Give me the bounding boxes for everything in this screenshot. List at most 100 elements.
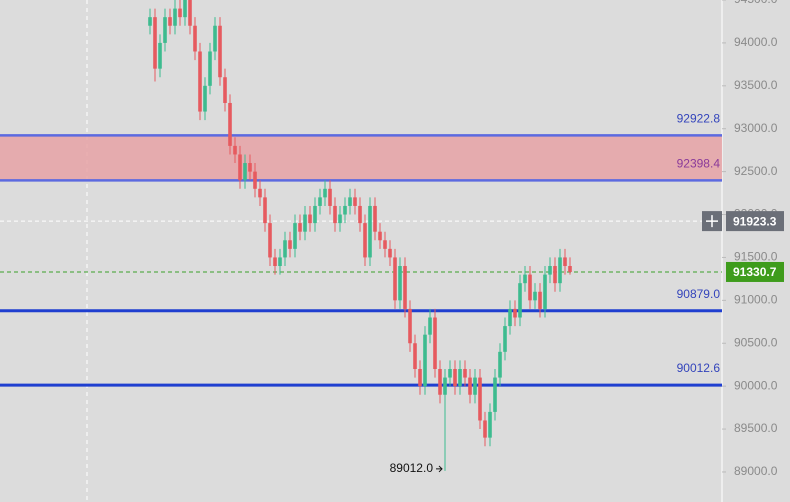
y-tick-label: 91000.0: [734, 293, 778, 307]
candle-body: [443, 377, 447, 395]
candle-body: [518, 283, 522, 318]
candle-body: [483, 420, 487, 438]
candle-body: [568, 266, 572, 272]
candle-body: [433, 317, 437, 369]
candle-body: [563, 257, 567, 267]
candle-body: [448, 368, 452, 378]
candle-body: [173, 8, 177, 26]
y-tick-label: 90000.0: [734, 378, 778, 392]
candle-body: [283, 240, 287, 258]
y-tick-label: 89500.0: [734, 421, 778, 435]
candle-body: [213, 25, 217, 52]
candle-body: [218, 25, 222, 78]
level-label: 90012.6: [677, 361, 721, 375]
y-tick-label: 92500.0: [734, 164, 778, 178]
candle-body: [328, 188, 332, 206]
candle-body: [373, 205, 377, 232]
candle-body: [558, 257, 562, 284]
candle-body: [333, 205, 337, 224]
candle-body: [463, 368, 467, 378]
candle-body: [553, 266, 557, 284]
candle-body: [543, 274, 547, 309]
candle-body: [318, 197, 322, 206]
candle-body: [303, 214, 307, 232]
candle-body: [233, 145, 237, 155]
candle-body: [378, 231, 382, 241]
candle-body: [428, 317, 432, 335]
y-tick-label: 93000.0: [734, 121, 778, 135]
level-label: 92398.4: [677, 157, 721, 171]
plus-icon: [706, 215, 718, 228]
candle-body: [223, 77, 227, 103]
candle-body: [148, 17, 152, 26]
price-label: 91330.7: [733, 265, 777, 279]
y-tick-label: 91500.0: [734, 250, 778, 264]
price-box: [726, 261, 784, 282]
candle-body: [188, 0, 192, 26]
candle-body: [163, 17, 167, 43]
y-tick-label: 94000.0: [734, 35, 778, 49]
y-tick-label: 89000.0: [734, 464, 778, 478]
candle-body: [503, 326, 507, 352]
candle-body: [363, 223, 367, 258]
candle-body: [408, 308, 412, 344]
candle-body: [413, 343, 417, 369]
candle-body: [383, 240, 387, 249]
candle-body: [548, 266, 552, 275]
zone: [0, 135, 722, 181]
candle-body: [513, 308, 517, 318]
candle-body: [313, 205, 317, 224]
candle-body: [438, 368, 442, 395]
candle-body: [298, 223, 302, 232]
candle-body: [423, 334, 427, 387]
candle-body: [293, 223, 297, 249]
level-label: 90879.0: [677, 287, 721, 301]
candle-body: [358, 205, 362, 224]
candle-body: [158, 42, 162, 69]
candle-body: [353, 197, 357, 206]
candle-body: [508, 308, 512, 327]
candle-body: [258, 188, 262, 198]
candle-body: [203, 85, 207, 112]
candle-body: [263, 197, 267, 224]
candle-body: [253, 171, 257, 189]
candle-body: [273, 257, 277, 267]
candle-body: [458, 368, 462, 387]
candle-body: [323, 188, 327, 198]
candle-body: [288, 240, 292, 249]
candle-body: [248, 163, 252, 172]
candle-body: [478, 377, 482, 421]
candle-body: [488, 411, 492, 438]
candle-body: [368, 205, 372, 258]
level-label: 92922.8: [677, 112, 721, 126]
y-tick-label: 93500.0: [734, 78, 778, 92]
low-annotation: 89012.0: [390, 461, 434, 475]
candle-body: [308, 214, 312, 224]
candle-body: [153, 17, 157, 69]
price-box: [726, 211, 784, 232]
candle-body: [278, 257, 282, 267]
candle-body: [348, 197, 352, 206]
candle-body: [473, 377, 477, 395]
y-tick-label: 94500.0: [734, 0, 778, 6]
candle-body: [468, 377, 472, 395]
candle-body: [493, 377, 497, 412]
candle-body: [418, 368, 422, 387]
candle-body: [528, 274, 532, 301]
candle-body: [538, 291, 542, 309]
candle-body: [533, 291, 537, 301]
annotation-arrow: [436, 465, 443, 473]
candle-body: [208, 51, 212, 86]
candle-body: [243, 163, 247, 181]
candle-body: [178, 8, 182, 18]
candle-body: [168, 17, 172, 26]
candle-body: [228, 102, 232, 146]
candle-body: [403, 266, 407, 309]
candle-body: [498, 351, 502, 378]
candle-body: [268, 223, 272, 258]
y-tick-label: 90500.0: [734, 335, 778, 349]
candle-body: [198, 51, 202, 112]
price-label: 91923.3: [733, 214, 777, 228]
candle-body: [523, 274, 527, 284]
candle-body: [338, 214, 342, 224]
